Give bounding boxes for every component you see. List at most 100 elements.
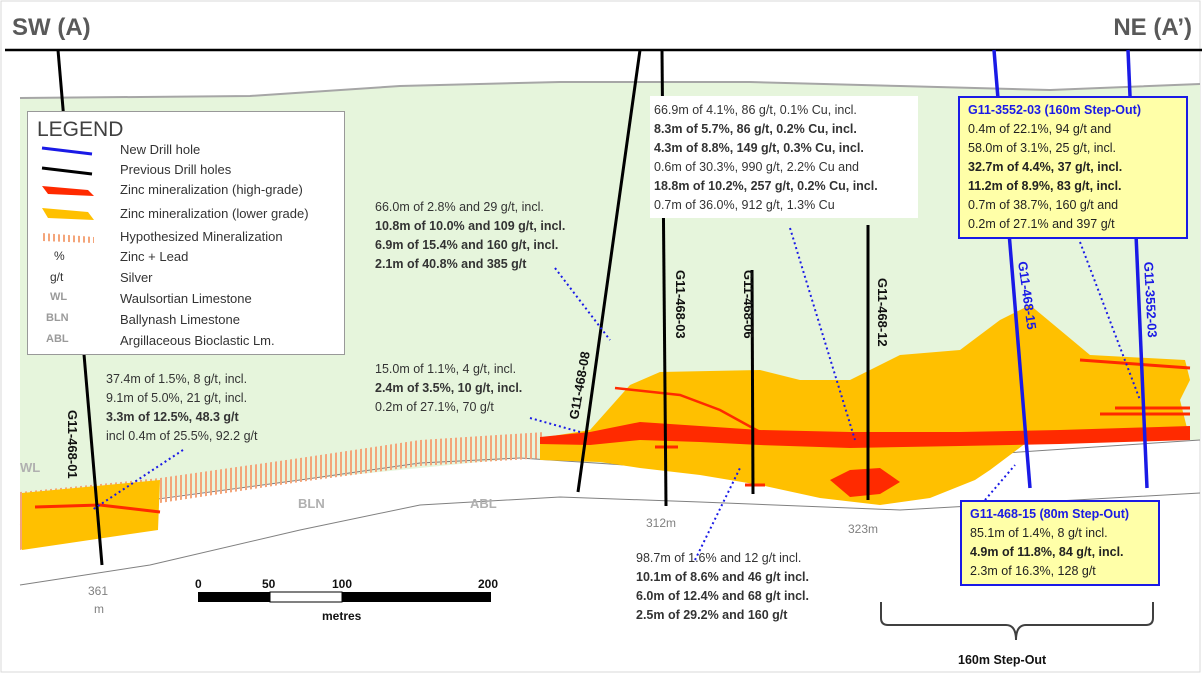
leader-468-12 [789,227,856,441]
hole-label-468-03: G11-468-03 [673,270,688,339]
hole-label-468-06: G11-468-06 [741,270,756,339]
depth-312: 312m [646,516,676,530]
assay-line: 85.1m of 1.4%, 8 g/t incl. [970,526,1108,540]
legend-label: Argillaceous Bioclastic Lm. [120,333,275,348]
assay-line: 4.9m of 11.8%, 84 g/t, incl. [970,545,1124,559]
high-grade-lens-left [34,503,161,514]
scale-seg-1 [198,592,270,602]
assay-line: incl 0.4m of 25.5%, 92.2 g/t [106,429,258,443]
assay-line: 2.1m of 40.8% and 385 g/t [375,257,527,271]
legend-item-previous-hole: Previous Drill holes [28,160,344,180]
assay-line: 66.0m of 2.8% and 29 g/t, incl. [375,200,544,214]
high-grade-vein-upper [614,386,761,434]
legend-symbol: BLN [46,312,69,324]
assay-line: 8.3m of 5.7%, 86 g/t, 0.2% Cu, incl. [654,122,857,136]
legend-item-hypothesized: Hypothesized Mineralization [28,227,344,247]
lower-grade-symbol [42,208,94,220]
assay-note-468-08a: 66.0m of 2.8% and 29 g/t, incl. 10.8m of… [375,198,565,274]
assay-line: 11.2m of 8.9%, 83 g/t, incl. [968,179,1122,193]
depth-361: 361 [88,584,108,598]
assay-note-468-12-bg [650,96,918,218]
hole-label-468-12: G11-468-12 [875,278,890,347]
assay-line: 0.4m of 22.1%, 94 g/t and [968,122,1112,136]
assay-line: 2.5m of 29.2% and 160 g/t [636,608,788,622]
assay-note-468-08b: 15.0m of 1.1%, 4 g/t, incl. 2.4m of 3.5%… [375,360,522,417]
legend-item-zinc-lead: % Zinc + Lead [28,247,344,267]
hole-label-3552-03: G11-3552-03 [1141,261,1160,338]
assay-line: 9.1m of 5.0%, 21 g/t, incl. [106,391,248,405]
legend-label: Zinc mineralization (high-grade) [120,182,303,197]
assay-line: 4.3m of 8.8%, 149 g/t, 0.3% Cu, incl. [654,141,864,155]
scale-seg-2 [269,591,343,603]
assay-line: 10.8m of 10.0% and 109 g/t, incl. [375,219,566,233]
legend-label: Ballynash Limestone [120,312,240,327]
callout-box-468-15: G11-468-15 (80m Step-Out) 85.1m of 1.4%,… [960,500,1160,586]
assay-note-468-01: 37.4m of 1.5%, 8 g/t, incl. 9.1m of 5.0%… [106,370,257,446]
legend-label: Hypothesized Mineralization [120,229,283,244]
legend-label: Previous Drill holes [120,162,232,177]
leader-468-08b [529,417,581,433]
legend-item-wl: WL Waulsortian Limestone [28,289,344,309]
assay-line: 0.6m of 30.3%, 990 g/t, 2.2% Cu and [654,160,859,174]
section-start-label: SW (A) [12,14,91,41]
low-grade-main-body [540,305,1190,505]
scale-seg-3 [342,592,491,602]
callout-title: G11-3552-03 (160m Step-Out) [968,103,1141,117]
scale-tick-100: 100 [332,577,352,591]
assay-line: 66.9m of 4.1%, 86 g/t, 0.1% Cu, incl. [654,103,857,117]
assay-line: 32.7m of 4.4%, 37 g/t, incl. [968,160,1123,174]
unit-label-wl: WL [20,460,40,475]
assay-line: 10.1m of 8.6% and 46 g/t incl. [636,570,809,584]
legend-item-new-hole: New Drill hole [28,140,344,160]
abl-contact [19,492,1201,586]
legend-label: Silver [120,270,153,285]
scale-tick-50: 50 [262,577,276,591]
assay-line: 0.7m of 38.7%, 160 g/t and [968,198,1119,212]
assay-line: 0.2m of 27.1% and 397 g/t [968,217,1115,231]
assay-line: 37.4m of 1.5%, 8 g/t, incl. [106,372,248,386]
legend-label: Zinc mineralization (lower grade) [120,206,309,221]
legend-item-silver: g/t Silver [28,268,344,288]
hole-label-468-01: G11-468-01 [65,410,80,479]
assay-note-468-06: 98.7m of 1.6% and 12 g/t incl. 10.1m of … [636,549,809,625]
assay-line: 6.9m of 15.4% and 160 g/t, incl. [375,238,559,252]
legend-symbol: ABL [46,333,69,345]
leader-468-01 [91,449,184,511]
callout-box-3552-03: G11-3552-03 (160m Step-Out) 0.4m of 22.1… [958,96,1188,239]
legend-label: New Drill hole [120,142,201,157]
high-grade-symbol [42,186,94,196]
scale-unit: metres [322,609,362,623]
legend-item-abl: ABL Argillaceous Bioclastic Lm. [28,331,344,351]
legend-item-high-grade: Zinc mineralization (high-grade) [28,180,344,200]
legend-label: Waulsortian Limestone [120,291,252,306]
hypothesized-symbol [42,233,94,243]
depth-361-unit: m [94,602,104,616]
legend-item-lower-grade: Zinc mineralization (lower grade) [28,204,344,224]
hypothesized-mineralization [20,432,545,550]
unit-label-abl: ABL [470,496,497,511]
stepout-label: 160m Step-Out [958,653,1047,667]
assay-line: 0.7m of 36.0%, 912 g/t, 1.3% Cu [654,198,835,212]
high-grade-vein-right1 [1079,358,1191,370]
assay-line: 6.0m of 12.4% and 68 g/t incl. [636,589,809,603]
scale-tick-0: 0 [195,577,202,591]
wl-top-contact [19,81,1201,99]
previous-hole-symbol [41,166,93,176]
assay-line: 18.8m of 10.2%, 257 g/t, 0.2% Cu, incl. [654,179,878,193]
high-grade-pod-12 [830,468,900,497]
legend-symbol: WL [50,291,68,303]
drill-hole-468-06 [750,269,755,495]
assay-line: 98.7m of 1.6% and 12 g/t incl. [636,551,802,565]
assay-line: 2.4m of 3.5%, 10 g/t, incl. [375,381,523,395]
new-hole-symbol [41,146,93,156]
drill-hole-468-08 [576,49,642,493]
depth-323: 323m [848,522,878,536]
assay-line: 0.2m of 27.1%, 70 g/t [375,400,494,414]
callout-title: G11-468-15 (80m Step-Out) [970,507,1130,521]
assay-line: 2.3m of 16.3%, 128 g/t [970,564,1096,578]
section-end-label: NE (A’) [1113,14,1192,41]
stepout-bracket [880,602,1154,641]
assay-line: 58.0m of 3.1%, 25 g/t, incl. [968,141,1116,155]
legend-symbol: % [54,249,65,263]
leader-3552-03 [1079,241,1141,401]
